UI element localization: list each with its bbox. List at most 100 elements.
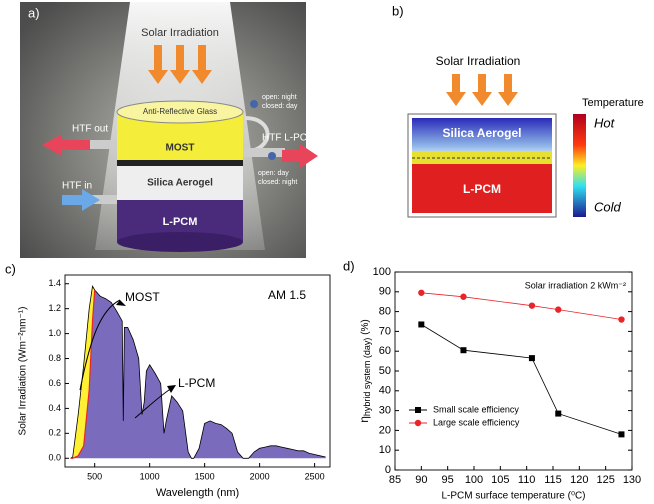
annotation: L-PCM <box>178 376 215 390</box>
x-axis-label: L-PCM surface temperature (⁰C) <box>441 491 585 502</box>
sun-arrows <box>446 74 518 106</box>
legend-marker <box>415 407 421 413</box>
y-tick-label: 0.8 <box>48 353 61 363</box>
x-tick-label: 120 <box>570 474 588 486</box>
y-label-unit: (%) <box>360 319 371 337</box>
panel-a: a) Solar Irradiation Anti-Reflective Gla… <box>20 2 318 258</box>
x-tick-label: 1000 <box>140 471 160 481</box>
label: Silica Aerogel <box>443 126 522 140</box>
valve <box>250 100 258 108</box>
panel-label: c) <box>5 261 16 276</box>
x-tick-label: 125 <box>596 474 614 486</box>
point <box>618 316 625 323</box>
separator <box>117 160 243 166</box>
colorbar <box>573 114 586 217</box>
label: L-PCM <box>463 182 501 196</box>
x-tick-label: 2500 <box>305 471 325 481</box>
plot-frame <box>64 274 331 468</box>
arrow <box>79 299 121 391</box>
y-tick-label: 90 <box>379 286 391 298</box>
annotation: MOST <box>125 290 160 304</box>
y-tick-label: 30 <box>379 405 391 417</box>
lpcm-layer <box>412 164 552 213</box>
label: Cold <box>594 199 622 214</box>
x-tick-label: 1500 <box>195 471 215 481</box>
panel-label: b) <box>392 3 404 18</box>
lpcm-layer <box>117 232 243 252</box>
y-tick-label: 20 <box>379 424 391 436</box>
annotation: Solar irradiation 2 kWm⁻² <box>525 280 626 290</box>
y-label-symbol: η <box>357 416 371 423</box>
legend-marker <box>414 419 422 427</box>
flow-arrow <box>282 144 318 168</box>
point <box>618 431 625 438</box>
label: HTF in <box>62 181 92 192</box>
panel-label: a) <box>28 5 40 20</box>
legend-label: Large scale efficiency <box>433 417 520 427</box>
x-tick-label: 115 <box>544 474 562 486</box>
label: Anti-Reflective Glass <box>143 107 217 116</box>
series-line <box>70 285 326 459</box>
point <box>555 410 562 417</box>
x-axis-label: Wavelength (nm) <box>156 487 239 499</box>
x-tick-label: 500 <box>87 471 102 481</box>
annotation: AM 1.5 <box>268 288 306 302</box>
panel-b: b) Solar Irradiation Silica Aerogel L-PC… <box>392 3 644 218</box>
label: Hot <box>594 115 616 130</box>
x-tick-label: 110 <box>518 474 536 486</box>
point <box>460 293 467 300</box>
box <box>407 113 557 218</box>
y-tick-label: 70 <box>379 325 391 337</box>
arrow-head <box>167 385 176 393</box>
y-tick-label: 80 <box>379 306 391 318</box>
y-tick-label: 10 <box>379 444 391 456</box>
y-tick-label: 1.4 <box>48 278 61 288</box>
y-tick-label: 0.2 <box>48 428 61 438</box>
point <box>460 347 467 354</box>
area-fill <box>70 286 326 459</box>
aerogel-layer <box>412 118 552 158</box>
y-axis-label: ηhybrid system (day) (%) <box>357 319 372 423</box>
point <box>555 306 562 313</box>
point <box>418 289 425 296</box>
flow-arrow <box>42 134 90 156</box>
series-line <box>421 292 622 320</box>
label: open: day <box>258 170 289 177</box>
glass <box>116 100 244 124</box>
plot-frame <box>394 271 633 471</box>
label: open: night <box>262 94 297 101</box>
point <box>418 321 425 328</box>
x-tick-label: 85 <box>389 474 401 486</box>
series-line <box>70 289 96 459</box>
x-tick-label: 95 <box>442 474 454 486</box>
y-label-subscript: hybrid system (day) <box>362 338 372 417</box>
y-tick-label: 1.2 <box>48 303 61 313</box>
x-tick-label: 130 <box>623 474 641 486</box>
label: closed: night <box>258 179 297 186</box>
flow-arrow <box>62 189 100 211</box>
label: Temperature <box>582 97 644 109</box>
pipe <box>230 148 285 157</box>
x-tick-label: 2000 <box>250 471 270 481</box>
label: HTF L-PCM <box>262 133 315 144</box>
y-tick-label: 0 <box>385 464 391 476</box>
label: Solar Irradiation <box>436 54 521 68</box>
label: Solar Irradiation <box>141 27 219 39</box>
arrow-head <box>116 300 126 306</box>
y-axis-label: Solar Irradiation (Wm⁻²nm⁻¹) <box>18 307 29 436</box>
legend-label: Small scale efficiency <box>433 404 519 414</box>
absorption-fill <box>70 286 95 459</box>
point <box>528 302 536 309</box>
y-tick-label: 0.0 <box>48 453 61 463</box>
pipe <box>85 140 125 149</box>
pipe <box>90 195 120 204</box>
valve <box>268 152 276 160</box>
y-tick-label: 60 <box>379 345 391 357</box>
panel-label: d) <box>343 258 355 273</box>
point <box>528 355 535 362</box>
label: MOST <box>166 143 195 154</box>
annotations: MOST L-PCM AM 1.5 <box>79 288 306 419</box>
x-tick-label: 105 <box>491 474 509 486</box>
